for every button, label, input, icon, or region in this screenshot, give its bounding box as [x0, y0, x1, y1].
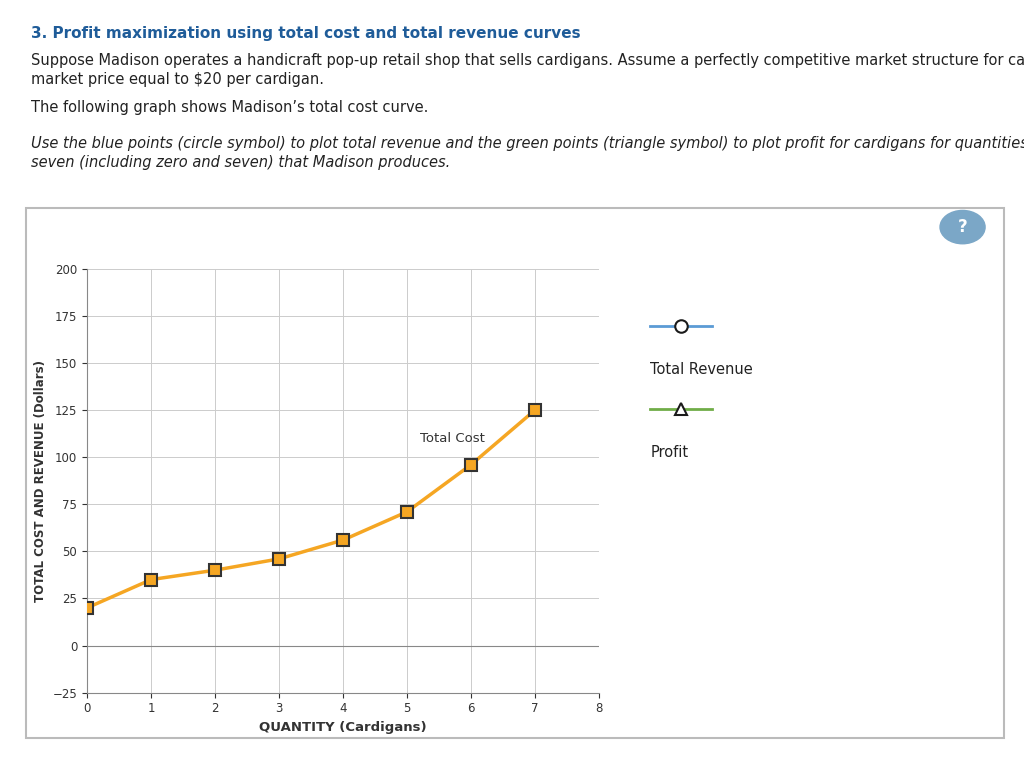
Text: Total Revenue: Total Revenue	[650, 362, 753, 377]
Text: Suppose Madison operates a handicraft pop-up retail shop that sells cardigans. A: Suppose Madison operates a handicraft po…	[31, 53, 1024, 68]
X-axis label: QUANTITY (Cardigans): QUANTITY (Cardigans)	[259, 721, 427, 734]
Text: seven (including zero and seven) that Madison produces.: seven (including zero and seven) that Ma…	[31, 155, 450, 170]
Text: market price equal to $20 per cardigan.: market price equal to $20 per cardigan.	[31, 72, 324, 87]
Text: 3. Profit maximization using total cost and total revenue curves: 3. Profit maximization using total cost …	[31, 26, 581, 42]
Text: Total Cost: Total Cost	[420, 432, 484, 445]
Text: Profit: Profit	[650, 445, 688, 460]
Text: ?: ?	[957, 218, 968, 236]
Text: The following graph shows Madison’s total cost curve.: The following graph shows Madison’s tota…	[31, 100, 428, 115]
Text: Use the blue points (circle symbol) to plot total revenue and the green points (: Use the blue points (circle symbol) to p…	[31, 136, 1024, 151]
Bar	[26, 208, 1004, 738]
Y-axis label: TOTAL COST AND REVENUE (Dollars): TOTAL COST AND REVENUE (Dollars)	[34, 360, 47, 602]
Circle shape	[940, 210, 985, 244]
